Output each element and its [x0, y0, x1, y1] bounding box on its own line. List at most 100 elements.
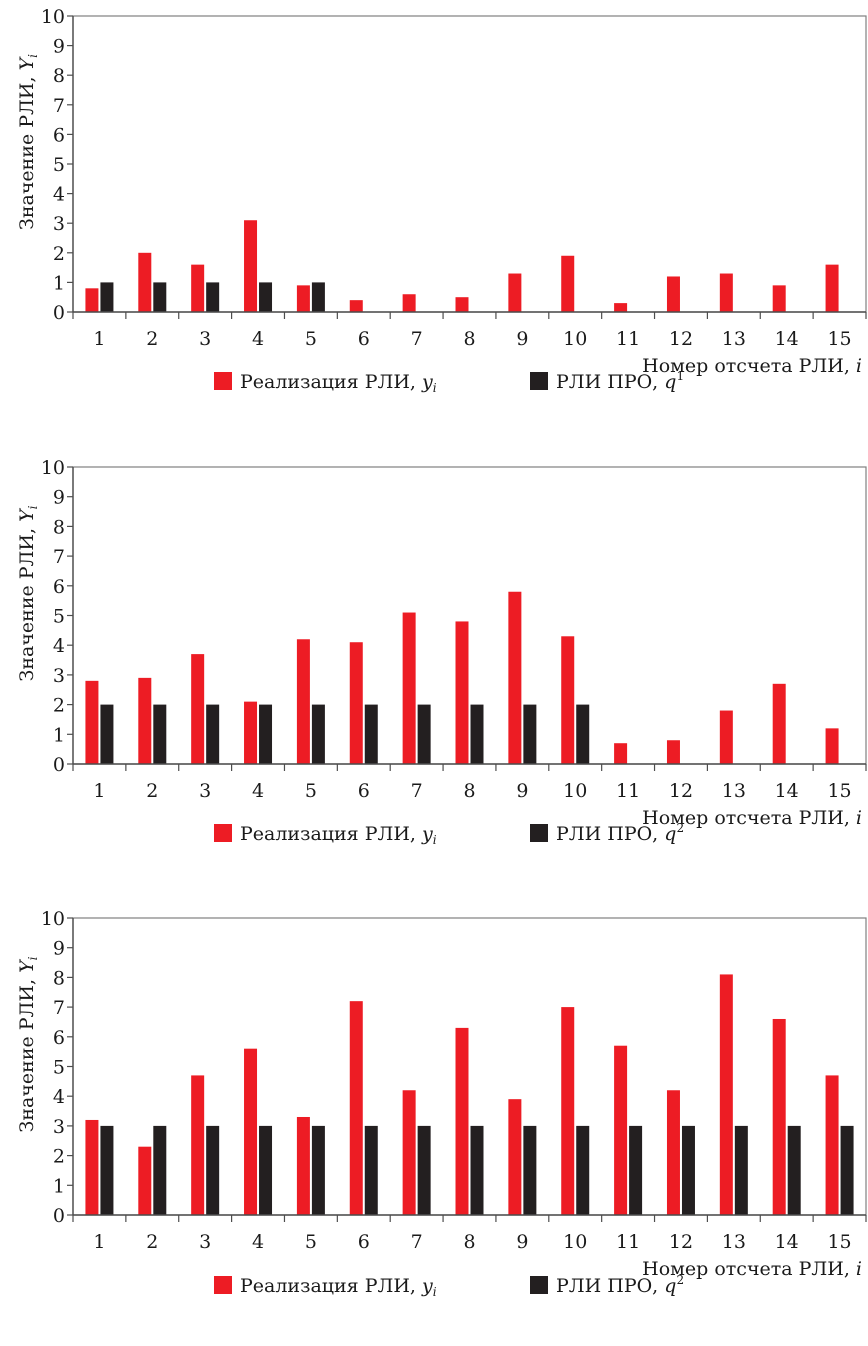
x-tick-label: 10 [563, 328, 587, 350]
bar-realization [349, 642, 363, 764]
x-tick-label: 4 [252, 328, 264, 350]
y-tick-label: 3 [53, 665, 65, 687]
bar-reference [206, 1125, 220, 1215]
x-tick-label: 12 [669, 780, 693, 802]
bar-reference [470, 1125, 484, 1215]
bar-realization [508, 1099, 522, 1215]
bar-realization [296, 285, 310, 312]
bar-realization [85, 1119, 99, 1215]
bar-reference [364, 704, 378, 764]
x-tick-label: 6 [358, 328, 370, 350]
legend: Реализация РЛИ, yi​ РЛИ ПРО, q1​ [214, 369, 684, 395]
legend: Реализация РЛИ, yi​ РЛИ ПРО, q2​ [214, 1273, 684, 1299]
x-axis-title: Номер отсчета РЛИ, i [642, 355, 862, 377]
y-tick-label: 6 [53, 124, 65, 146]
bar-reference [100, 282, 114, 312]
legend-swatch-realization [214, 1276, 232, 1294]
y-tick-label: 1 [53, 724, 65, 746]
bar-realization [772, 1018, 786, 1215]
legend-label-realization: Реализация РЛИ, yi​ [240, 823, 437, 847]
y-tick-label: 5 [53, 1057, 65, 1079]
x-tick-label: 3 [199, 1231, 211, 1253]
bar-realization [614, 1045, 628, 1215]
bar-realization [666, 1090, 680, 1215]
bar-reference [259, 1125, 273, 1215]
bar-reference [417, 704, 431, 764]
y-tick-label: 3 [53, 1116, 65, 1138]
y-tick-label: 1 [53, 272, 65, 294]
bar-reference [787, 1125, 801, 1215]
x-tick-label: 8 [463, 328, 475, 350]
x-tick-label: 6 [358, 780, 370, 802]
bar-reference [364, 1125, 378, 1215]
legend-label-reference: РЛИ ПРО, q1​ [556, 369, 684, 393]
y-axis-title: Значение РЛИ, Yi​ [16, 54, 40, 230]
x-tick-label: 13 [722, 328, 746, 350]
x-tick-label: 10 [563, 1231, 587, 1253]
bar-realization [561, 1007, 575, 1215]
bar-reference [311, 282, 325, 312]
bar-realization [85, 680, 99, 764]
legend-swatch-reference [530, 824, 548, 842]
legend-swatch-realization [214, 372, 232, 390]
y-tick-label: 7 [53, 95, 65, 117]
x-tick-label: 2 [146, 780, 158, 802]
x-tick-label: 3 [199, 328, 211, 350]
bar-realization [85, 288, 99, 312]
legend-swatch-realization [214, 824, 232, 842]
bar-reference [206, 282, 220, 312]
y-tick-label: 8 [53, 65, 65, 87]
bar-realization [349, 300, 363, 312]
y-tick-label: 9 [53, 487, 65, 509]
y-tick-label: 6 [53, 576, 65, 598]
y-tick-label: 3 [53, 213, 65, 235]
bar-reference [153, 1125, 167, 1215]
x-tick-label: 4 [252, 1231, 264, 1253]
bar-realization [772, 683, 786, 764]
x-tick-label: 7 [411, 328, 423, 350]
bar-reference [259, 704, 273, 764]
legend-swatch-reference [530, 1276, 548, 1294]
x-tick-label: 8 [463, 780, 475, 802]
x-tick-label: 9 [516, 328, 528, 350]
y-tick-label: 5 [53, 606, 65, 628]
x-tick-label: 13 [722, 1231, 746, 1253]
bar-realization [349, 1001, 363, 1215]
bar-realization [191, 1075, 205, 1215]
bar-realization [719, 974, 733, 1215]
y-tick-label: 6 [53, 1027, 65, 1049]
y-tick-label: 0 [53, 302, 65, 324]
y-tick-label: 9 [53, 36, 65, 58]
bar-realization [455, 297, 469, 312]
legend-label-reference: РЛИ ПРО, q2​ [556, 1273, 684, 1297]
y-tick-label: 10 [41, 6, 65, 28]
bar-reference [100, 704, 114, 764]
x-tick-label: 14 [775, 328, 799, 350]
x-tick-label: 13 [722, 780, 746, 802]
y-tick-label: 9 [53, 938, 65, 960]
bar-realization [508, 273, 522, 312]
bar-reference [840, 1125, 854, 1215]
x-tick-label: 3 [199, 780, 211, 802]
y-tick-label: 8 [53, 967, 65, 989]
x-tick-label: 11 [616, 328, 640, 350]
bar-realization [614, 743, 628, 764]
x-tick-label: 5 [305, 328, 317, 350]
x-tick-label: 1 [93, 780, 105, 802]
bar-reference [311, 704, 325, 764]
bar-realization [508, 591, 522, 764]
bar-realization [666, 276, 680, 312]
bar-reference [576, 704, 590, 764]
bar-realization [296, 1116, 310, 1215]
y-tick-label: 8 [53, 516, 65, 538]
legend: Реализация РЛИ, yi​ РЛИ ПРО, q2​ [214, 821, 684, 847]
bar-realization [455, 1027, 469, 1215]
bar-reference [259, 282, 273, 312]
x-tick-label: 1 [93, 1231, 105, 1253]
x-tick-label: 15 [827, 780, 851, 802]
bar-realization [402, 1090, 416, 1215]
